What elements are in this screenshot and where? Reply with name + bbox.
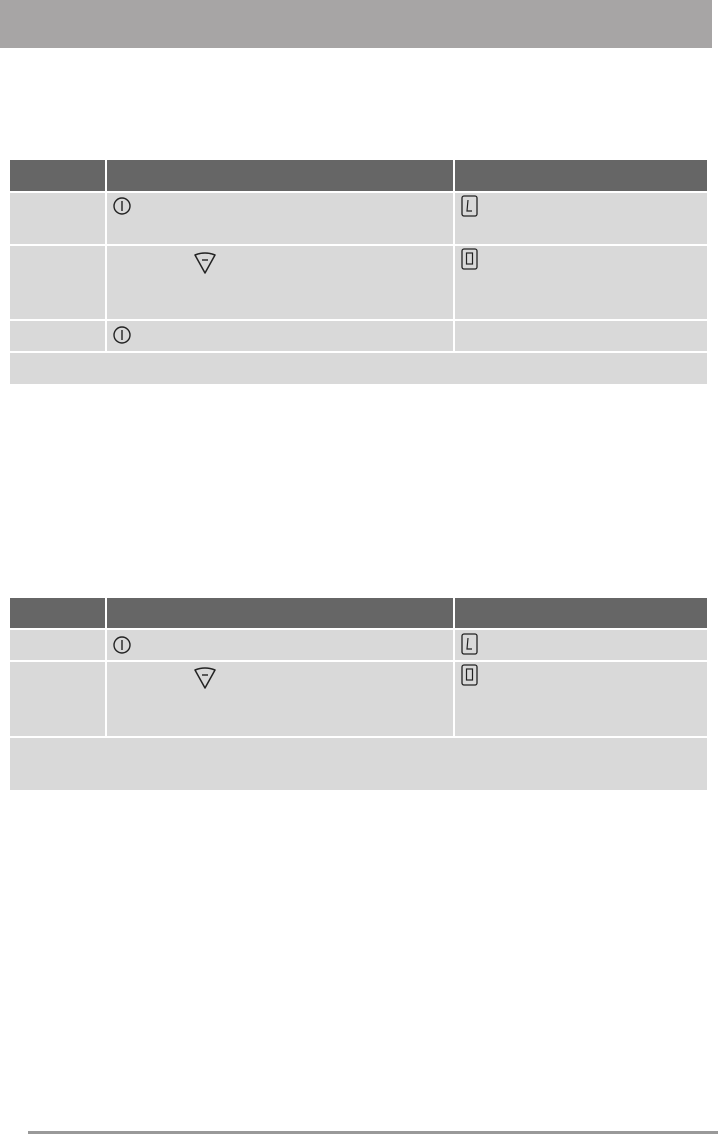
- table-header-cell: [10, 598, 105, 628]
- table-cell: [10, 193, 105, 244]
- table-cell: [455, 630, 707, 660]
- table-header-cell: [455, 160, 707, 191]
- table-cell: [107, 193, 453, 244]
- display-L-icon: [461, 195, 478, 217]
- display-L-icon: [461, 633, 478, 655]
- table-cell: [107, 630, 453, 660]
- minus-triangle-icon: [194, 667, 216, 689]
- table-cell: [455, 193, 707, 244]
- table-header-cell: [107, 598, 453, 628]
- table-cell: [10, 662, 105, 736]
- table-cell: [455, 246, 707, 319]
- table-cell: [107, 321, 453, 351]
- table-note-row: [10, 353, 707, 384]
- minus-triangle-icon: [194, 252, 216, 274]
- display-0-icon: [461, 248, 478, 270]
- footer-rule: [28, 1131, 718, 1134]
- table-header-cell: [107, 160, 453, 191]
- table-header-cell: [455, 598, 707, 628]
- table-cell: [107, 662, 453, 736]
- table-cell: [10, 321, 105, 351]
- section-header-bar: [0, 0, 712, 48]
- table-cell: [107, 246, 453, 319]
- table-note-row: [10, 738, 707, 790]
- power-on-off-icon: [113, 636, 131, 654]
- table-cell: [455, 321, 707, 351]
- table-cell: [10, 630, 105, 660]
- table-header-cell: [10, 160, 105, 191]
- power-on-off-icon: [113, 326, 131, 344]
- power-on-off-icon: [113, 197, 131, 215]
- display-0-icon: [461, 664, 478, 686]
- table-cell: [10, 246, 105, 319]
- table-cell: [455, 662, 707, 736]
